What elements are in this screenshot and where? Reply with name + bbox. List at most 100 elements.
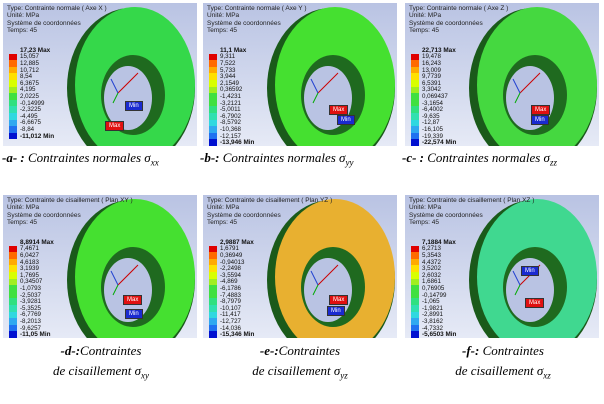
legend-swatch <box>411 112 419 120</box>
legend-swatch <box>9 318 17 325</box>
legend-swatch <box>209 47 217 54</box>
result-unit: Unité: MPa <box>207 12 240 20</box>
legend-value: 19,478 <box>422 53 441 61</box>
legend-value: -22,574 Min <box>422 139 457 146</box>
legend-row: -0,14799 <box>411 292 456 299</box>
legend-row: 19,478 <box>411 53 456 61</box>
legend-swatch <box>9 93 17 100</box>
legend-swatch <box>9 119 17 127</box>
legend-swatch <box>9 79 17 87</box>
legend-value: -1,4231 <box>220 92 241 100</box>
legend-swatch <box>209 106 217 113</box>
legend-swatch <box>411 73 419 80</box>
legend-swatch <box>411 271 419 279</box>
legend-value: 8,54 <box>20 73 33 81</box>
legend-row: -12,727 <box>209 318 254 325</box>
result-system: Système de coordonnées <box>409 211 483 219</box>
caption-letter: -c- : <box>402 150 425 165</box>
legend-value: 0,34507 <box>20 278 43 286</box>
legend-swatch <box>9 285 17 292</box>
legend-swatch <box>411 252 419 259</box>
legend-row: 6,0427 <box>9 252 54 259</box>
legend-swatch <box>411 79 419 87</box>
legend-value: -4,495 <box>20 112 38 120</box>
legend-row: 3,3042 <box>411 86 456 93</box>
legend-row: -16,105 <box>411 126 456 133</box>
legend-row: -8,2013 <box>9 318 54 325</box>
legend-swatch <box>9 53 17 61</box>
legend-row: 2,9887 Max <box>209 239 254 246</box>
caption-subscript: yz <box>340 370 348 381</box>
legend-swatch <box>209 73 217 80</box>
legend-value: 7,4671 <box>20 245 39 253</box>
legend-value: -6,6675 <box>20 119 41 127</box>
legend-row: 5,733 <box>209 67 254 74</box>
min-marker: Min <box>337 115 355 125</box>
legend-swatch <box>209 298 217 305</box>
legend-row: -6,4002 <box>411 106 456 113</box>
legend-swatch <box>209 291 217 299</box>
result-system: Système de coordonnées <box>7 211 81 219</box>
color-legend: 11,1 Max 9,311 7,522 5,733 3,944 2,1549 0,3659… <box>209 47 254 146</box>
legend-value: -16,105 <box>422 125 443 133</box>
legend-value: -9,635 <box>422 112 440 120</box>
legend-row: 8,8914 Max <box>9 239 54 246</box>
legend-row: -3,9281 <box>9 298 54 305</box>
result-type: Type: Contrainte normale ( Axe Y ) <box>207 5 307 12</box>
legend-row: -6,1786 <box>209 285 254 292</box>
legend-value: -1,0793 <box>20 284 41 292</box>
legend-value: 0,36949 <box>220 251 243 259</box>
legend-row: -6,6675 <box>9 119 54 127</box>
result-type: Type: Contrainte de cisaillement ( Plan … <box>207 197 333 204</box>
legend-swatch <box>411 53 419 61</box>
legend-value: 6,2713 <box>422 245 441 253</box>
caption-letter: -a- : <box>2 150 25 165</box>
caption-f: -f-: Contraintes de cisaillement σxz <box>402 343 604 381</box>
legend-value: -12,87 <box>422 119 440 127</box>
result-time: Temps: 45 <box>409 27 439 35</box>
legend-row: 13,009 <box>411 67 456 74</box>
result-type: Type: Contrainte de cisaillement ( Plan … <box>7 197 133 204</box>
legend-value: 0,76905 <box>422 284 445 292</box>
legend-value: 3,1939 <box>20 265 39 273</box>
legend-swatch <box>411 99 419 107</box>
legend-row: 3,944 <box>209 73 254 80</box>
legend-value: 9,7739 <box>422 73 441 81</box>
legend-row: -3,5594 <box>209 272 254 279</box>
legend-row: 8,54 <box>9 73 54 80</box>
legend-row: -0,14999 <box>9 100 54 107</box>
legend-value: -0,94013 <box>220 258 245 266</box>
caption-c: -c- : Contraintes normales σzz <box>402 150 604 168</box>
legend-value: 2,1549 <box>220 79 239 87</box>
legend-value: 4,4372 <box>422 258 441 266</box>
legend-row: 15,057 <box>9 53 54 61</box>
legend-row: -6,7902 <box>209 113 254 120</box>
legend-swatch <box>209 304 217 312</box>
legend-value: -6,7769 <box>20 311 41 319</box>
caption-e: -e-:Contraintes de cisaillement σyz <box>200 343 400 381</box>
legend-swatch <box>9 132 17 140</box>
legend-row: -0,94013 <box>209 259 254 266</box>
legend-swatch <box>411 258 419 266</box>
caption-letter: -e-: <box>259 343 279 358</box>
legend-value: -12,727 <box>220 317 241 325</box>
caption-a: -a- : Contraintes normales σxx <box>2 150 200 168</box>
legend-row: -5,3525 <box>9 305 54 312</box>
legend-row: 5,3543 <box>411 252 456 259</box>
legend-row: -9,6257 <box>9 325 54 332</box>
result-system: Système de coordonnées <box>409 19 483 27</box>
legend-swatch <box>411 139 419 146</box>
result-system: Système de coordonnées <box>207 211 281 219</box>
legend-swatch <box>9 252 17 259</box>
legend-value: -1,065 <box>422 298 440 306</box>
legend-row: 9,7739 <box>411 73 456 80</box>
legend-swatch <box>411 245 419 253</box>
legend-value: -8,84 <box>20 125 35 133</box>
legend-swatch <box>209 60 217 67</box>
legend-value: -15,346 Min <box>220 331 255 338</box>
legend-row: -3,2121 <box>209 100 254 107</box>
caption-letter: -b-: <box>200 150 220 165</box>
legend-value: 7,1884 Max <box>422 238 456 246</box>
legend-swatch <box>9 126 17 133</box>
legend-swatch <box>9 331 17 338</box>
